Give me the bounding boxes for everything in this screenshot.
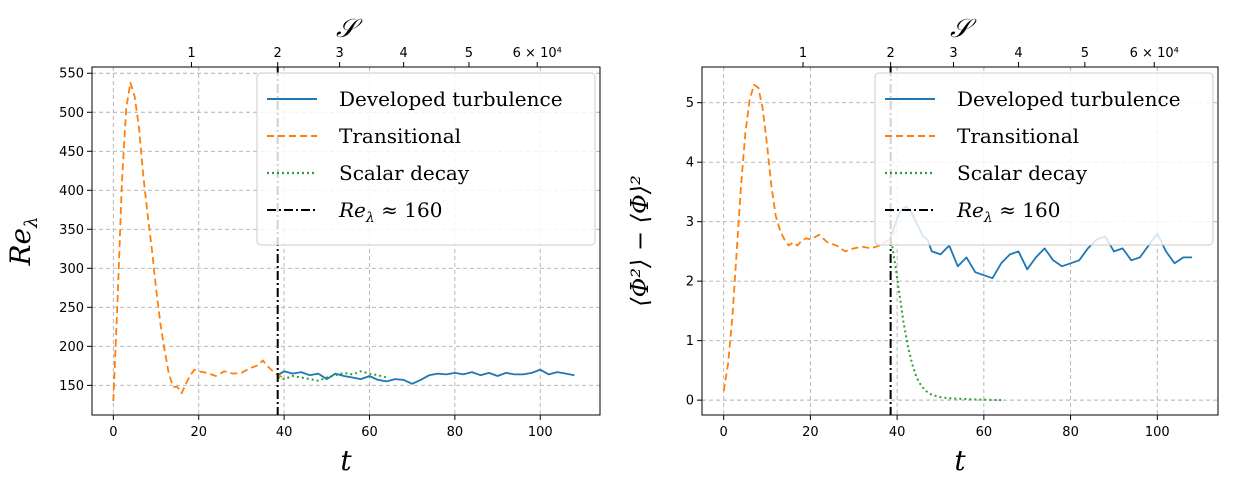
- x-tick-label: 20: [802, 425, 819, 440]
- axes-frame-left: [91, 66, 601, 416]
- secondary-x-ticks-right: 1 2 3 4 5 6 × 10⁴: [799, 46, 1179, 67]
- legend-label-rest: ≈ 160: [375, 198, 443, 222]
- y-tick-label: 350: [59, 223, 84, 238]
- secondary-x-tick-label: 6 × 10⁴: [513, 46, 562, 61]
- x-tick-label: 0: [720, 425, 728, 440]
- y-tick-label: 500: [59, 106, 84, 121]
- y-axis-label-subscript: λ: [21, 216, 42, 228]
- y-tick-label: 3: [686, 215, 694, 230]
- secondary-x-tick-label: 5: [465, 46, 473, 61]
- secondary-x-tick-label: 4: [399, 46, 407, 61]
- y-tick-label: 0: [686, 394, 694, 409]
- y-tick-label: 150: [59, 379, 84, 394]
- y-axis-label-right: ⟨Φ²⟩ − ⟨Φ⟩²: [626, 175, 654, 306]
- secondary-x-title-left: 𝒮: [336, 14, 363, 44]
- x-ticks-left: 0 20 40 60 80 100: [109, 415, 553, 440]
- secondary-x-ticks-left: 1 2 3 4 5 6 × 10⁴: [187, 46, 562, 67]
- legend-right: Developed turbulence Transitional Scalar d…: [874, 72, 1214, 246]
- legend-label: Developed turbulence: [339, 87, 563, 111]
- y-axis-label-left: Reλ: [4, 216, 42, 266]
- y-tick-label: 400: [59, 184, 84, 199]
- y-ticks-right: 0 1 2 3 4 5: [686, 96, 702, 409]
- y-ticks-left: 150 200 250 300 350 400 450 500 550: [59, 67, 92, 394]
- x-tick-label: 40: [276, 425, 293, 440]
- series-line-transitional: [722, 83, 898, 392]
- series-line-transitional: [112, 81, 285, 402]
- legend-label: Developed turbulence: [957, 87, 1181, 111]
- x-tick-label: 60: [361, 425, 378, 440]
- x-tick-label: 80: [1062, 425, 1079, 440]
- y-axis-label-text: Reλ: [4, 216, 42, 266]
- axes-frame-right: [701, 66, 1219, 416]
- legend-label: Reλ ≈ 160: [338, 198, 442, 226]
- legend-label: Scalar decay: [957, 161, 1088, 185]
- panel-left: 0 20 40 60 80 100 150 200 250 300 350 400 450 500 550…: [4, 14, 601, 477]
- x-tick-label: 0: [109, 425, 117, 440]
- secondary-x-tick-label: 3: [949, 46, 957, 61]
- secondary-x-tick-label: 2: [274, 46, 282, 61]
- legend-label-subscript: λ: [365, 210, 375, 226]
- legend-box: [256, 72, 596, 246]
- y-tick-label: 4: [686, 156, 694, 171]
- secondary-x-tick-label: 1: [187, 46, 195, 61]
- y-tick-label: 200: [59, 340, 84, 355]
- legend-label: Transitional: [339, 124, 461, 148]
- legend-left: Developed turbulence Transitional Scalar d…: [256, 72, 596, 246]
- y-tick-label: 1: [686, 334, 694, 349]
- x-ticks-right: 0 20 40 60 80 100: [720, 415, 1170, 440]
- series-line-scalar-decay: [889, 236, 1002, 402]
- x-tick-label: 100: [1145, 425, 1170, 440]
- x-tick-label: 20: [190, 425, 207, 440]
- y-tick-label: 300: [59, 262, 84, 277]
- legend-label: Transitional: [957, 124, 1079, 148]
- series-line-scalar-decay: [277, 370, 387, 382]
- panel-right: 0 20 40 60 80 100 0 1 2 3 4 5 1 2 3 4 5 6 × 10⁴ 𝒮 t ⟨Φ²…: [626, 14, 1219, 477]
- y-tick-label: 450: [59, 145, 84, 160]
- legend-box: [874, 72, 1214, 246]
- y-tick-label: 550: [59, 67, 84, 82]
- secondary-x-tick-label: 2: [886, 46, 894, 61]
- x-tick-label: 60: [976, 425, 993, 440]
- legend-label-subscript: λ: [983, 210, 993, 226]
- legend-label: Reλ ≈ 160: [956, 198, 1060, 226]
- x-axis-label-left: t: [340, 444, 352, 477]
- y-tick-label: 2: [686, 275, 694, 290]
- secondary-x-title-right: 𝒮: [950, 14, 977, 44]
- legend-label: Scalar decay: [339, 161, 470, 185]
- y-tick-label: 250: [59, 301, 84, 316]
- legend-label-main: Re: [956, 198, 984, 222]
- secondary-x-tick-label: 5: [1081, 46, 1089, 61]
- secondary-x-tick-label: 4: [1014, 46, 1022, 61]
- y-tick-label: 5: [686, 96, 694, 111]
- x-tick-label: 80: [447, 425, 464, 440]
- series-line-developed-turbulence: [277, 368, 575, 385]
- x-tick-label: 40: [889, 425, 906, 440]
- secondary-x-tick-label: 6 × 10⁴: [1130, 46, 1179, 61]
- x-tick-label: 100: [528, 425, 553, 440]
- x-axis-label-right: t: [954, 444, 966, 477]
- y-axis-label-text: ⟨Φ²⟩ − ⟨Φ⟩²: [626, 175, 654, 306]
- secondary-x-tick-label: 3: [335, 46, 343, 61]
- legend-label-rest: ≈ 160: [993, 198, 1061, 222]
- secondary-x-tick-label: 1: [799, 46, 807, 61]
- legend-label-main: Re: [338, 198, 366, 222]
